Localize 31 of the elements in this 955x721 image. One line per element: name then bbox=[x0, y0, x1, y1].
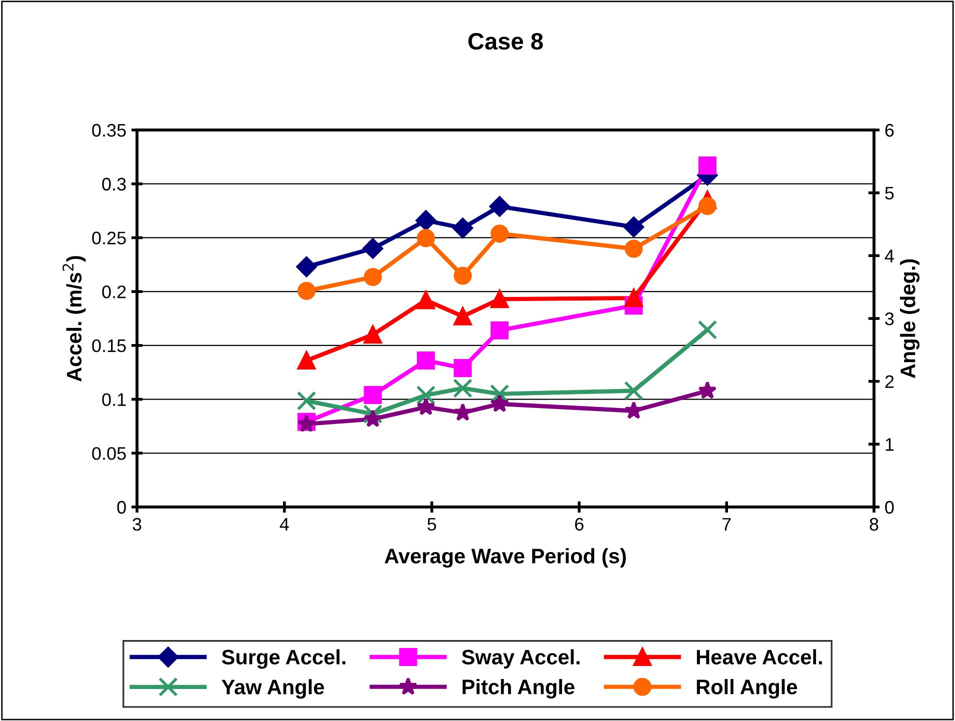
y2-tick-label: 3 bbox=[885, 312, 894, 326]
legend-label: Roll Angle bbox=[696, 679, 798, 699]
x-tick-label: 4 bbox=[280, 518, 289, 530]
x-tick-label: 8 bbox=[870, 518, 878, 531]
legend-label: Surge Accel. bbox=[222, 649, 346, 669]
x-tick-label: 7 bbox=[722, 518, 731, 530]
y2-tick-label: 4 bbox=[884, 250, 894, 262]
x-tick-label: 6 bbox=[575, 518, 584, 531]
x-tick-label: 3 bbox=[132, 518, 142, 531]
y-tick-label: 0.1 bbox=[102, 393, 126, 406]
y2-tick-label: 1 bbox=[886, 438, 894, 451]
y-tick-label: 0.05 bbox=[92, 447, 126, 460]
legend-label: Pitch Angle bbox=[462, 679, 574, 699]
y-tick-label: 0 bbox=[117, 500, 126, 514]
x-axis-title: Average Wave Period (s) bbox=[384, 548, 626, 568]
legend-label: Yaw Angle bbox=[222, 679, 324, 699]
y-axis-title: Accel. (m/s$^{2}$) bbox=[62, 256, 86, 382]
y-tick-label: 0.25 bbox=[92, 232, 126, 244]
x-tick-label: 5 bbox=[428, 518, 436, 531]
y-tick-label: 0.3 bbox=[102, 178, 126, 191]
y-tick-label: 0.15 bbox=[92, 339, 126, 352]
chart-title: Case 8 bbox=[468, 32, 543, 50]
y2-tick-label: 0 bbox=[885, 500, 894, 514]
legend-label: Heave Accel. bbox=[696, 649, 822, 665]
y-tick-label: 0.35 bbox=[92, 124, 126, 137]
legend-label: Sway Accel. bbox=[462, 649, 580, 669]
y2-tick-label: 6 bbox=[885, 124, 894, 137]
y2-tick-label: 5 bbox=[885, 186, 894, 200]
y-tick-label: 0.2 bbox=[102, 286, 126, 298]
y2-axis-title: Angle (deg.) bbox=[900, 259, 920, 378]
y2-tick-label: 2 bbox=[885, 375, 894, 388]
